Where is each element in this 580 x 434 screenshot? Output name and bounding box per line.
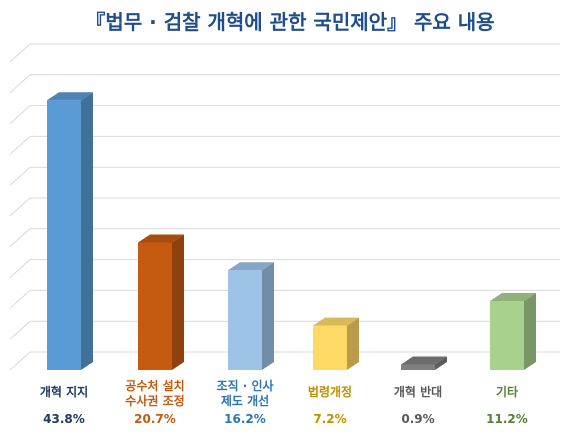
grid-line-diagonal	[9, 74, 31, 94]
bar-side	[435, 356, 447, 370]
grid-line-diagonal	[9, 197, 31, 217]
data-label: 16.2%	[224, 412, 266, 426]
data-label: 0.9%	[401, 412, 435, 426]
bar	[401, 364, 435, 370]
data-label: 11.2%	[486, 412, 528, 426]
bar-top	[138, 234, 184, 243]
bar	[138, 242, 172, 370]
category-label: 개혁 반대	[393, 385, 443, 399]
category-label: 법령개정	[307, 385, 353, 399]
data-label: 43.8%	[43, 412, 85, 426]
bar-side	[347, 317, 359, 370]
bar-top	[47, 92, 93, 101]
bar	[228, 270, 262, 370]
grid-line-diagonal	[9, 259, 31, 278]
grid-line-diagonal	[9, 166, 31, 186]
category-label: 기타	[495, 385, 519, 399]
grid-line-diagonal	[9, 351, 31, 371]
grid-line-diagonal	[9, 290, 31, 309]
data-label: 7.2%	[313, 412, 347, 426]
chart-title: 『법무 · 검찰 개혁에 관한 국민제안』 주요 내용	[85, 10, 495, 34]
grid-line-diagonal	[9, 136, 31, 155]
category-label: 공수처 설치 수사권 조정	[125, 379, 185, 408]
bar	[313, 325, 347, 370]
category-label: 개혁 지지	[39, 385, 89, 399]
bar-top	[228, 262, 274, 271]
grid-line-diagonal	[9, 43, 31, 63]
category-label: 조직 · 인사 제도 개선	[216, 379, 274, 408]
bar-side	[262, 262, 274, 370]
bar-top	[313, 317, 359, 326]
bar	[47, 100, 81, 370]
bar-top	[490, 293, 536, 302]
bar-side	[81, 92, 93, 370]
grid-line-diagonal	[9, 228, 31, 248]
data-label: 20.7%	[134, 412, 176, 426]
grid-line-diagonal	[9, 320, 31, 340]
grid-line-diagonal	[9, 105, 31, 124]
bar-side	[524, 293, 536, 370]
bar-side	[172, 234, 184, 370]
bar-top	[401, 356, 447, 365]
bar	[490, 301, 524, 370]
